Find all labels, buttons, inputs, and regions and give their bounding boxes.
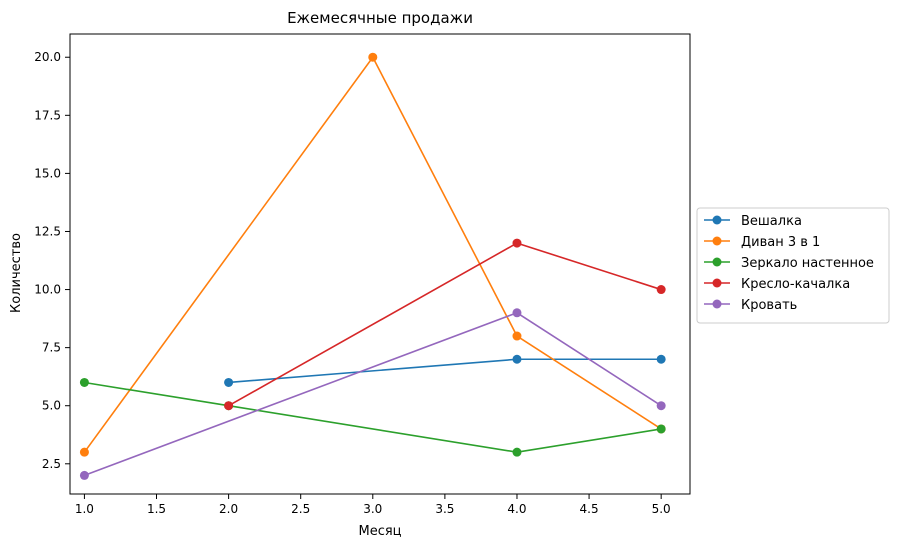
y-axis-label: Количество bbox=[9, 233, 24, 313]
x-tick-label: 3.0 bbox=[363, 502, 382, 516]
data-point bbox=[656, 354, 666, 364]
legend-label: Зеркало настенное bbox=[741, 256, 874, 271]
x-tick-label: 1.5 bbox=[147, 502, 166, 516]
legend-label: Вешалка bbox=[741, 214, 802, 229]
data-point bbox=[224, 377, 234, 387]
data-point bbox=[512, 447, 522, 457]
x-tick-label: 4.5 bbox=[580, 502, 599, 516]
legend-item: Кресло-качалка bbox=[704, 277, 850, 292]
y-tick-label: 17.5 bbox=[34, 108, 61, 122]
data-point bbox=[512, 238, 522, 248]
legend-swatch-marker bbox=[712, 215, 722, 225]
data-point bbox=[224, 401, 234, 411]
legend-label: Кровать bbox=[741, 298, 797, 313]
y-tick-label: 2.5 bbox=[42, 457, 61, 471]
y-tick-label: 15.0 bbox=[34, 166, 61, 180]
legend-swatch-marker bbox=[712, 236, 722, 246]
legend: Вешалка Диван 3 в 1 Зеркало настенное Кресл… bbox=[696, 207, 890, 324]
legend-swatch-marker bbox=[712, 278, 722, 288]
x-axis-label: Месяц bbox=[358, 524, 401, 539]
data-point bbox=[512, 354, 522, 364]
series-line bbox=[84, 311, 662, 477]
series-Кровать bbox=[79, 308, 666, 480]
legend-item: Зеркало настенное bbox=[704, 256, 874, 271]
legend-item: Диван 3 в 1 bbox=[704, 235, 820, 250]
series-Кресло-качалка bbox=[224, 238, 666, 411]
legend-swatch-marker bbox=[712, 257, 722, 267]
x-tick-label: 2.0 bbox=[219, 502, 238, 516]
data-point bbox=[79, 447, 89, 457]
x-tick-label: 2.5 bbox=[291, 502, 310, 516]
data-point bbox=[656, 424, 666, 434]
y-tick-label: 5.0 bbox=[42, 399, 61, 413]
data-point bbox=[656, 285, 666, 295]
legend-label: Кресло-качалка bbox=[741, 277, 850, 292]
data-point bbox=[656, 401, 666, 411]
legend-swatch-marker bbox=[712, 299, 722, 309]
legend-item: Кровать bbox=[704, 298, 797, 313]
y-tick-label: 20.0 bbox=[34, 50, 61, 64]
data-point bbox=[368, 52, 378, 62]
series-Вешалка bbox=[224, 354, 666, 387]
data-point bbox=[512, 331, 522, 341]
legend-box bbox=[696, 207, 890, 324]
y-tick-label: 7.5 bbox=[42, 341, 61, 355]
x-tick-label: 4.0 bbox=[507, 502, 526, 516]
x-tick-label: 1.0 bbox=[75, 502, 94, 516]
plot-frame bbox=[69, 33, 691, 495]
chart-title: Ежемесячные продажи bbox=[287, 9, 473, 27]
series-line bbox=[228, 358, 662, 384]
plot-area: 1.0 1.5 2.0 2.5 3.0 3.5 4.0 4.5 5.0 2.5 5.0 7.5 10.0… bbox=[34, 33, 691, 516]
legend-label: Диван 3 в 1 bbox=[741, 235, 820, 250]
series-line bbox=[228, 242, 662, 407]
data-point bbox=[79, 377, 89, 387]
data-point bbox=[512, 308, 522, 318]
y-tick-label: 10.0 bbox=[34, 283, 61, 297]
y-tick-label: 12.5 bbox=[34, 224, 61, 238]
series-line bbox=[84, 381, 662, 453]
legend-item: Вешалка bbox=[704, 214, 802, 229]
data-point bbox=[79, 470, 89, 480]
x-tick-label: 5.0 bbox=[652, 502, 671, 516]
x-tick-label: 3.5 bbox=[435, 502, 454, 516]
series-line bbox=[83, 55, 662, 453]
